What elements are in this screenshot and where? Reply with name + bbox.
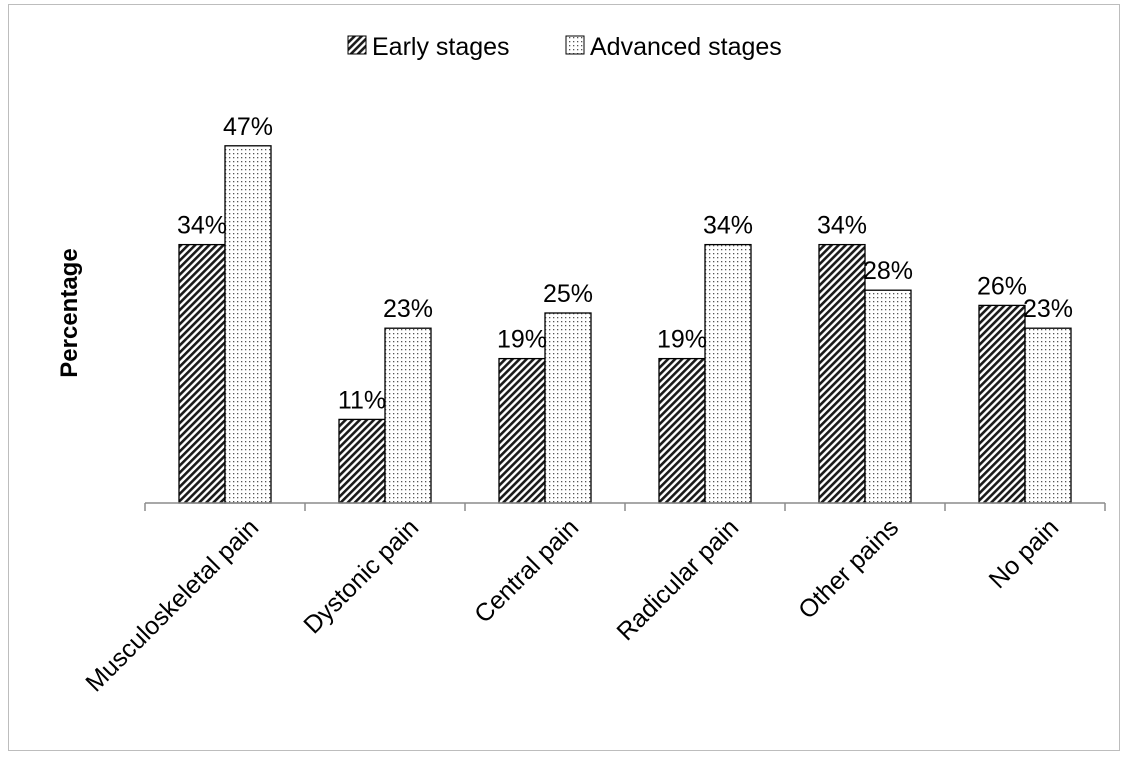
- y-axis-label: Percentage: [56, 248, 83, 377]
- x-tick-label-no-pain: No pain: [984, 513, 1065, 594]
- bar-early-stages-other-pains: [818, 243, 866, 504]
- legend-swatch-advanced-stages: [565, 35, 585, 55]
- data-label-early-stages-musculoskeletal-pain: 34%: [177, 212, 227, 240]
- x-tick-label-radicular-pain: Radicular pain: [611, 513, 744, 646]
- x-tick-label-dystonic-pain: Dystonic pain: [298, 513, 424, 639]
- bar-advanced-stages-dystonic-pain: [384, 327, 432, 504]
- legend: Early stages Advanced stages: [347, 33, 782, 61]
- bar-early-stages-musculoskeletal-pain: [178, 243, 226, 504]
- data-label-early-stages-radicular-pain: 19%: [657, 326, 707, 354]
- data-labels-group: 34%47%11%23%19%25%19%34% 34%28%26%23%: [177, 113, 1073, 415]
- x-axis: [144, 502, 1106, 511]
- x-tick-label-other-pains: Other pains: [793, 513, 904, 624]
- x-tick-label-central-pain: Central pain: [469, 513, 584, 628]
- data-label-advanced-stages-central-pain: 25%: [543, 280, 593, 308]
- bar-advanced-stages-radicular-pain: [704, 243, 752, 504]
- bars-group: [178, 145, 1072, 504]
- bar-early-stages-no-pain: [978, 304, 1026, 504]
- data-label-advanced-stages-no-pain: 23%: [1023, 295, 1073, 323]
- data-label-advanced-stages-musculoskeletal-pain: 47%: [223, 113, 273, 141]
- data-label-early-stages-no-pain: 26%: [977, 272, 1027, 300]
- data-label-early-stages-central-pain: 19%: [497, 326, 547, 354]
- x-tick-labels-group: Musculoskeletal pain Dystonic pain Central…: [80, 513, 1064, 697]
- legend-label-early-stages: Early stages: [372, 33, 510, 61]
- x-tick-label-musculoskeletal-pain: Musculoskeletal pain: [80, 513, 264, 697]
- data-label-early-stages-other-pains: 34%: [817, 212, 867, 240]
- bar-advanced-stages-other-pains: [864, 289, 912, 504]
- bar-early-stages-dystonic-pain: [338, 418, 386, 504]
- data-label-advanced-stages-other-pains: 28%: [863, 257, 913, 285]
- bar-advanced-stages-musculoskeletal-pain: [224, 145, 272, 504]
- bar-advanced-stages-no-pain: [1024, 327, 1072, 504]
- data-label-advanced-stages-dystonic-pain: 23%: [383, 295, 433, 323]
- data-label-early-stages-dystonic-pain: 11%: [338, 386, 386, 414]
- bar-early-stages-central-pain: [498, 357, 546, 504]
- legend-swatch-early-stages: [347, 35, 367, 55]
- legend-label-advanced-stages: Advanced stages: [590, 33, 782, 61]
- bar-early-stages-radicular-pain: [658, 357, 706, 504]
- bar-advanced-stages-central-pain: [544, 312, 592, 504]
- data-label-advanced-stages-radicular-pain: 34%: [703, 212, 753, 240]
